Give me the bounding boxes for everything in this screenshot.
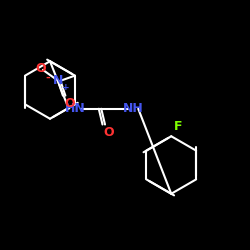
Text: O: O [64, 97, 75, 110]
Text: +: + [62, 82, 70, 92]
Text: O: O [35, 62, 46, 75]
Text: O: O [104, 126, 115, 139]
Text: -: - [46, 72, 50, 83]
Text: N: N [53, 74, 63, 87]
Text: F: F [174, 120, 182, 132]
Text: HN: HN [64, 102, 86, 115]
Text: NH: NH [124, 102, 144, 115]
